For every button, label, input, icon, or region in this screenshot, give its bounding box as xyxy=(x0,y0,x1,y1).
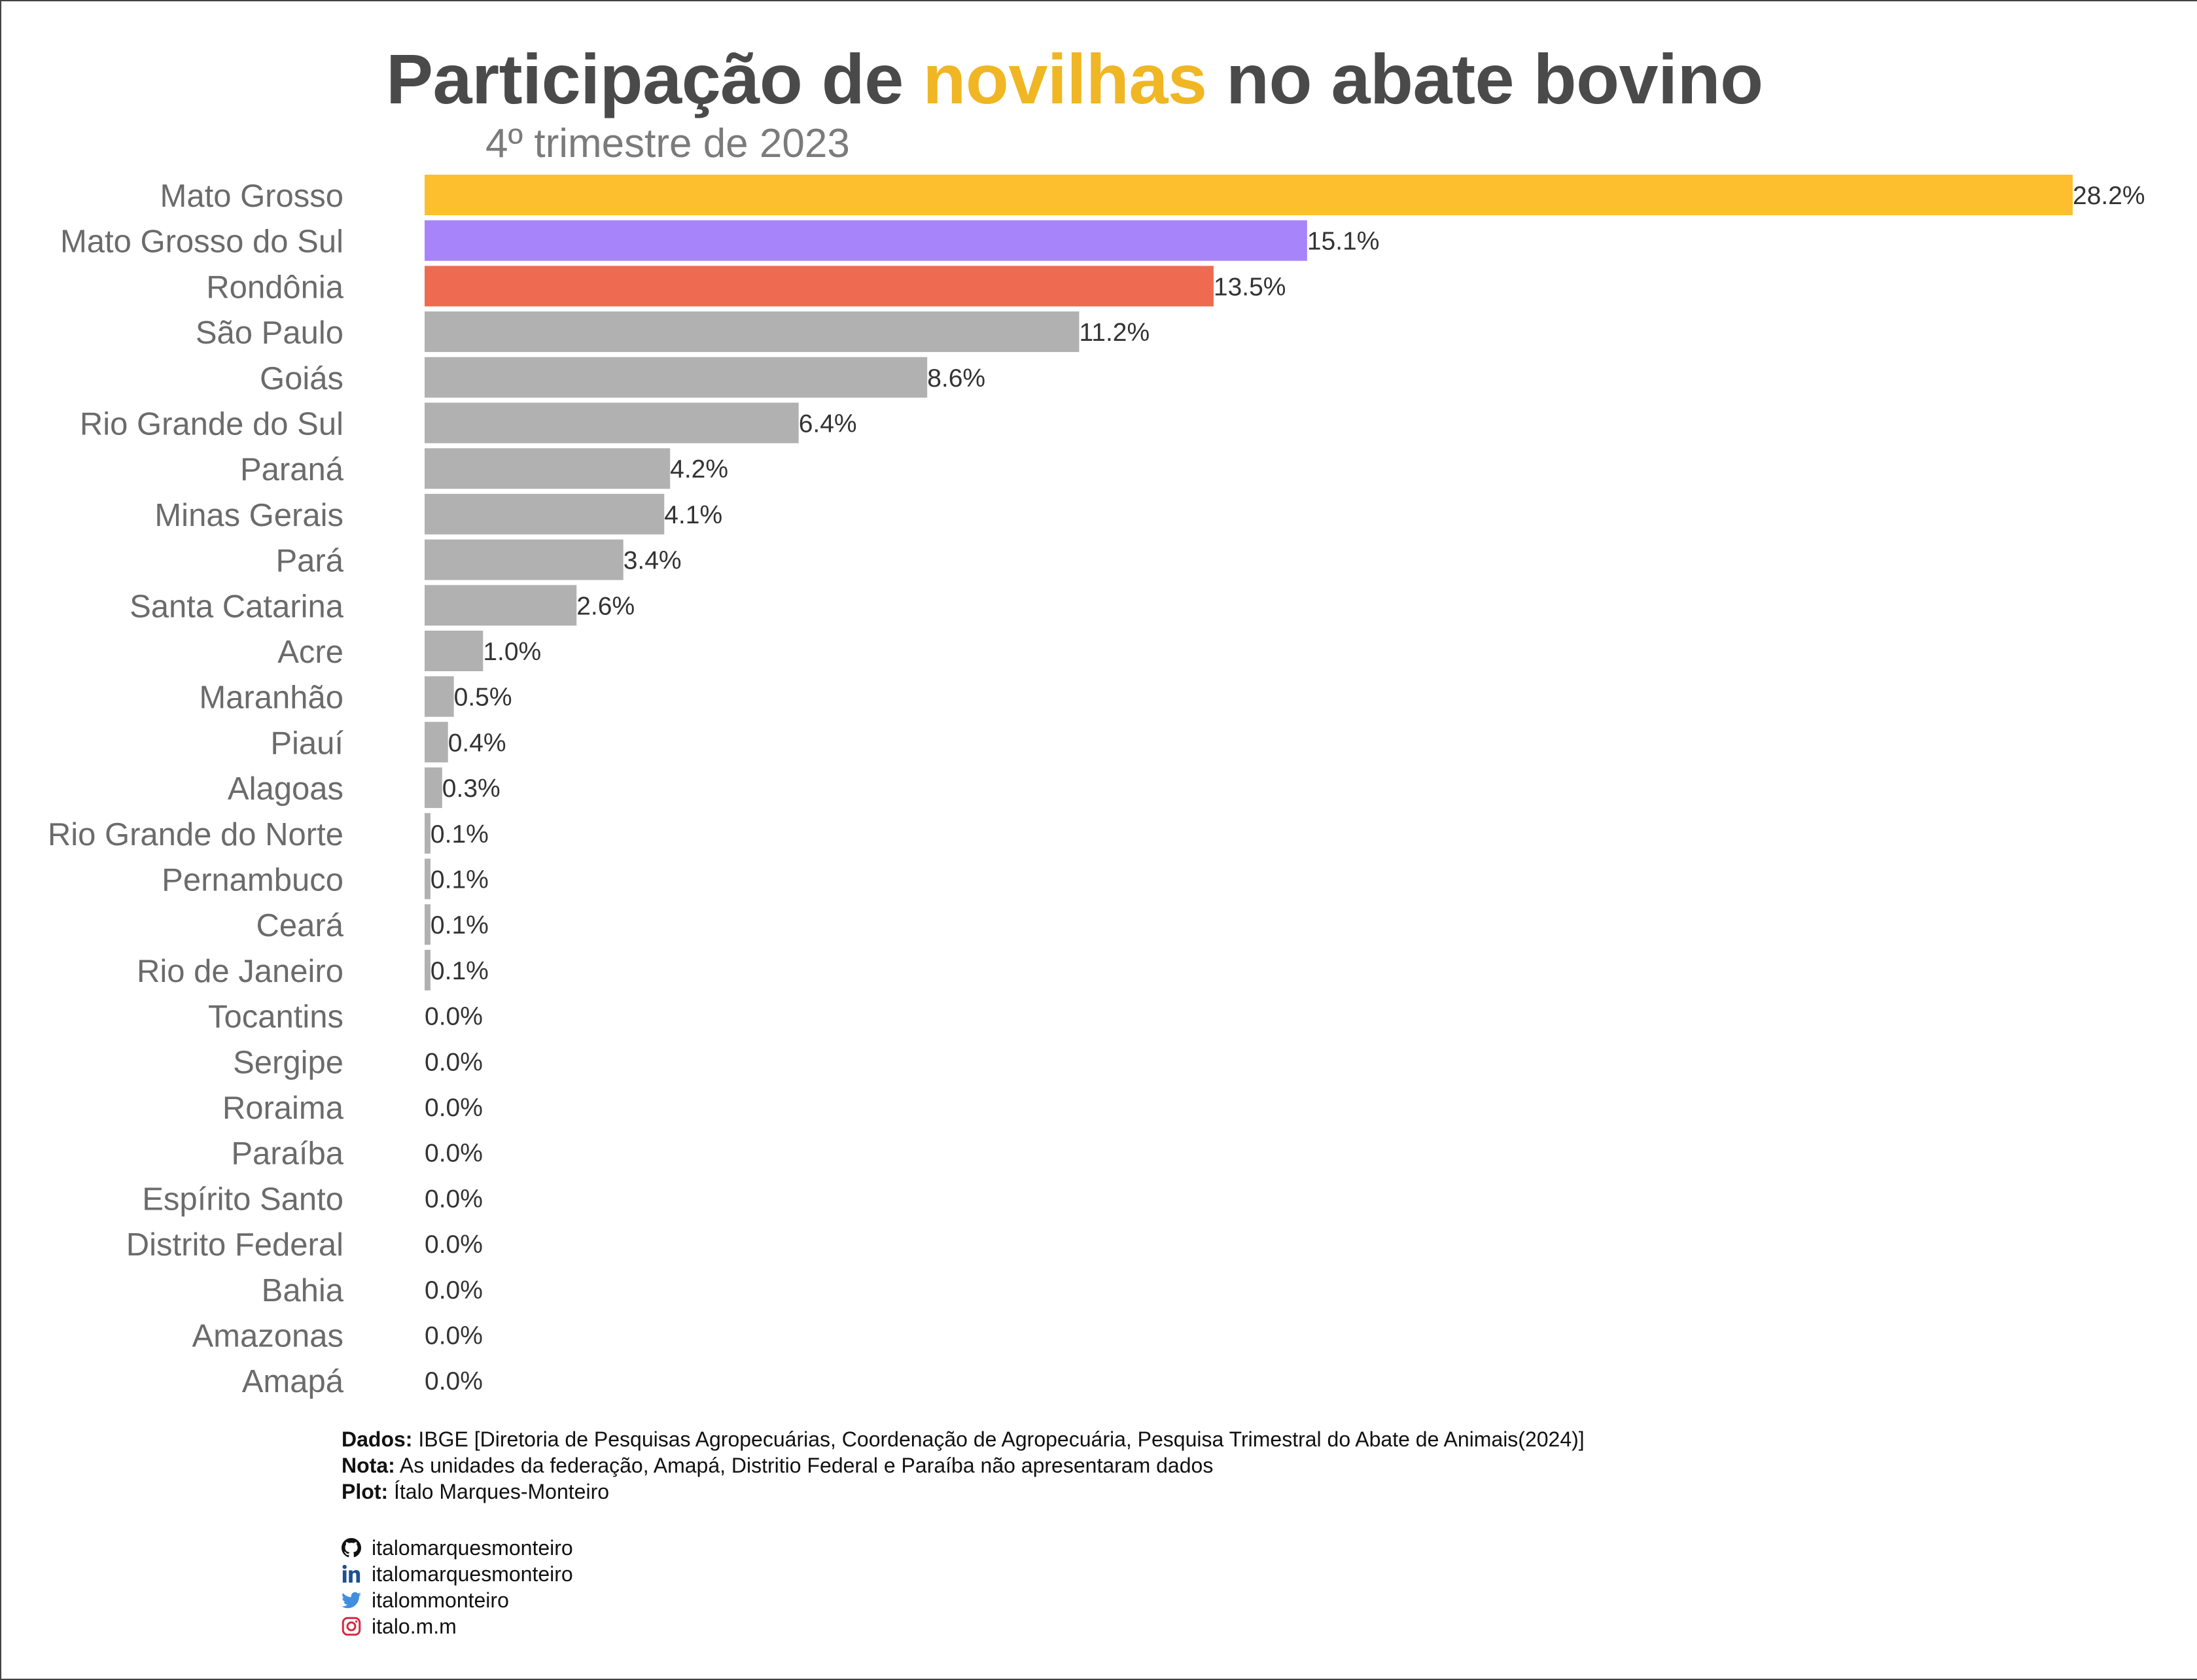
category-label: Minas Gerais xyxy=(154,498,343,533)
bar xyxy=(425,767,442,809)
category-label: Sergipe xyxy=(233,1045,343,1080)
bar xyxy=(425,357,928,398)
value-label: 1.0% xyxy=(483,638,541,666)
social-handle: italommonteiro xyxy=(372,1588,509,1612)
github-icon xyxy=(342,1538,361,1558)
value-label: 4.1% xyxy=(664,501,722,529)
bar xyxy=(425,904,431,945)
category-label: Rio Grande do Sul xyxy=(80,407,343,442)
value-label: 0.0% xyxy=(425,1140,483,1168)
bar xyxy=(425,266,1214,307)
value-label: 4.2% xyxy=(670,455,728,483)
title-highlight: novilhas xyxy=(923,39,1207,118)
bar xyxy=(425,585,577,626)
twitter-icon xyxy=(342,1592,361,1609)
value-label: 15.1% xyxy=(1307,228,1380,256)
bar xyxy=(425,539,624,580)
category-label: Mato Grosso do Sul xyxy=(60,224,343,260)
bar-chart: Mato Grosso 28.2% Mato Grosso do Sul 15.1% R… xyxy=(48,175,2145,1399)
category-label: Rondônia xyxy=(206,270,344,305)
bar xyxy=(425,220,1307,261)
caption-dados: Dados: IBGE [Diretoria de Pesquisas Agro… xyxy=(342,1427,1585,1451)
category-label: Pará xyxy=(275,544,343,579)
value-label: 0.0% xyxy=(425,1322,483,1350)
value-label: 0.0% xyxy=(425,1048,483,1076)
value-label: 8.6% xyxy=(927,364,985,393)
category-label: Acre xyxy=(277,635,343,670)
value-label: 11.2% xyxy=(1079,319,1150,347)
social-twitter: italommonteiro xyxy=(342,1587,573,1613)
category-label: Piauí xyxy=(270,726,343,761)
value-label: 6.4% xyxy=(799,410,857,438)
category-label: Pernambuco xyxy=(162,863,343,898)
social-github: italomarquesmonteiro xyxy=(342,1535,573,1561)
value-label: 0.0% xyxy=(425,1185,483,1213)
category-label: Roraima xyxy=(222,1091,344,1126)
caption-plot: Plot: Ítalo Marques-Monteiro xyxy=(342,1480,610,1503)
social-handle: italo.m.m xyxy=(372,1615,457,1638)
category-label: Bahia xyxy=(262,1273,344,1308)
category-label: Santa Catarina xyxy=(130,589,344,624)
chart-subtitle: 4º trimestre de 2023 xyxy=(485,121,850,166)
value-label: 0.0% xyxy=(425,1231,483,1259)
caption-nota: Nota: As unidades da federação, Amapá, D… xyxy=(342,1454,1214,1477)
value-label: 0.0% xyxy=(425,1003,483,1031)
category-label: Rio de Janeiro xyxy=(137,954,343,989)
value-label: 0.1% xyxy=(431,820,489,849)
category-label: Amapá xyxy=(242,1364,344,1399)
chart-title: Participação de novilhas no abate bovino xyxy=(386,39,1763,118)
value-label: 2.6% xyxy=(576,592,635,620)
category-label: Paraíba xyxy=(231,1136,343,1172)
value-label: 0.0% xyxy=(425,1367,483,1395)
linkedin-icon xyxy=(342,1564,360,1583)
bar xyxy=(425,402,799,444)
bar xyxy=(425,448,671,489)
value-label: 13.5% xyxy=(1214,273,1286,301)
value-label: 0.0% xyxy=(425,1276,483,1304)
value-label: 0.4% xyxy=(448,729,506,757)
bar xyxy=(425,813,431,854)
value-label: 0.1% xyxy=(431,866,489,894)
category-label: Paraná xyxy=(240,452,344,487)
category-label: Amazonas xyxy=(192,1319,343,1354)
bar xyxy=(425,311,1080,353)
category-label: Goiás xyxy=(260,361,343,396)
value-label: 0.0% xyxy=(425,1094,483,1122)
value-label: 0.3% xyxy=(442,775,501,803)
category-label: Maranhão xyxy=(199,680,343,716)
category-label: Espírito Santo xyxy=(142,1181,343,1217)
bar xyxy=(425,858,431,900)
category-label: Alagoas xyxy=(228,771,343,807)
category-label: Ceará xyxy=(256,908,344,943)
social-instagram: italo.m.m xyxy=(342,1613,573,1639)
bar xyxy=(425,949,431,990)
social-handle: italomarquesmonteiro xyxy=(372,1536,573,1560)
category-label: Mato Grosso xyxy=(160,179,343,214)
caption: Dados: IBGE [Diretoria de Pesquisas Agro… xyxy=(342,1426,1585,1505)
bar xyxy=(425,493,665,534)
category-label: São Paulo xyxy=(196,315,343,351)
bar xyxy=(425,676,454,717)
value-label: 28.2% xyxy=(2073,182,2145,210)
value-label: 3.4% xyxy=(624,547,682,575)
bar xyxy=(425,175,2073,215)
category-label: Tocantins xyxy=(208,1000,343,1035)
social-linkedin: italomarquesmonteiro xyxy=(342,1561,573,1587)
bar xyxy=(425,631,483,671)
instagram-icon xyxy=(342,1617,361,1636)
social-handle: italomarquesmonteiro xyxy=(372,1562,573,1586)
social-links: italomarquesmonteiro italomarquesmonteir… xyxy=(342,1535,573,1639)
category-label: Rio Grande do Norte xyxy=(48,817,343,852)
value-label: 0.1% xyxy=(431,911,489,939)
bar xyxy=(425,722,448,763)
category-label: Distrito Federal xyxy=(126,1227,343,1263)
value-label: 0.1% xyxy=(431,957,489,985)
value-label: 0.5% xyxy=(454,684,512,712)
